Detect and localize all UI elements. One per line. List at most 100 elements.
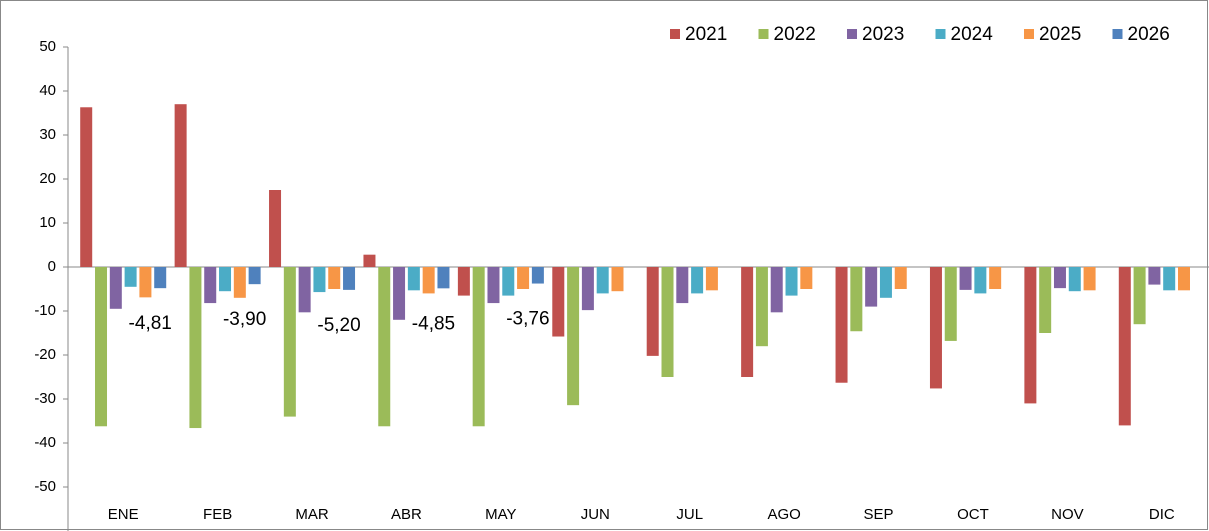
legend-swatch (847, 29, 857, 39)
legend-label: 2025 (1039, 24, 1081, 45)
bar (1163, 267, 1176, 291)
bar (531, 267, 544, 284)
bar (1083, 267, 1096, 291)
bar (785, 267, 798, 296)
bar (204, 267, 217, 304)
data-label: -4,85 (412, 313, 455, 334)
bar (661, 267, 674, 377)
bar (1118, 267, 1131, 426)
legend-swatch (670, 29, 680, 39)
bar (363, 254, 376, 267)
y-tick-label: 0 (48, 258, 56, 275)
legend-swatch (758, 29, 769, 39)
legend-swatch (935, 29, 946, 39)
legend-swatch (1024, 29, 1034, 39)
bar (800, 267, 813, 289)
y-tick-label: -20 (34, 346, 56, 363)
bar (835, 267, 848, 383)
data-label: -3,90 (223, 309, 266, 330)
bar (850, 267, 863, 332)
data-label: -4,81 (129, 313, 172, 334)
y-tick-label: -50 (34, 478, 56, 495)
bar (487, 267, 500, 304)
bar (691, 267, 704, 294)
bar (378, 267, 391, 427)
legend-swatch (1112, 29, 1123, 39)
data-label: -3,76 (506, 309, 549, 330)
data-label: -5,20 (317, 315, 360, 336)
x-tick-label: OCT (957, 506, 989, 523)
x-tick-label: JUL (676, 506, 703, 523)
bar (124, 267, 137, 287)
bar (109, 267, 122, 309)
bar (422, 267, 435, 294)
bar (676, 267, 689, 304)
x-tick-label: ABR (391, 506, 422, 523)
legend-label: 2023 (862, 24, 904, 45)
x-tick-label: FEB (203, 506, 232, 523)
bar (472, 267, 485, 427)
bar (974, 267, 987, 294)
y-tick-label: 30 (39, 126, 56, 143)
bar (393, 267, 406, 320)
bar (269, 190, 282, 267)
x-tick-label: NOV (1051, 506, 1084, 523)
x-tick-label: ENE (108, 506, 139, 523)
bar (1053, 267, 1066, 289)
bar (865, 267, 878, 307)
bar (611, 267, 624, 292)
legend-label: 2021 (685, 24, 727, 45)
bar (407, 267, 420, 291)
bar (283, 267, 296, 417)
bar (1177, 267, 1190, 291)
bar (174, 104, 187, 267)
bar (944, 267, 957, 341)
y-tick-label: -30 (34, 390, 56, 407)
bar (248, 267, 261, 285)
bar (139, 267, 152, 298)
bar (1133, 267, 1146, 325)
bar (770, 267, 783, 313)
bar (596, 267, 609, 294)
bar (929, 267, 942, 389)
x-tick-label: MAR (295, 506, 329, 523)
bar (437, 267, 450, 289)
y-tick-label: 50 (39, 38, 56, 55)
x-tick-label: SEP (864, 506, 894, 523)
x-tick-label: DIC (1149, 506, 1175, 523)
bar (80, 107, 93, 267)
bar (233, 267, 246, 298)
legend-label: 2024 (951, 24, 994, 45)
bar (581, 267, 594, 311)
x-tick-label: AGO (767, 506, 800, 523)
bar (189, 267, 202, 429)
bar (989, 267, 1002, 289)
bar (1068, 267, 1081, 292)
y-tick-label: -40 (34, 434, 56, 451)
bar (313, 267, 326, 293)
bar (502, 267, 515, 296)
bar (219, 267, 232, 292)
y-tick-label: 10 (39, 214, 56, 231)
bar (154, 267, 167, 289)
bar (894, 267, 907, 289)
bar (1039, 267, 1052, 333)
bar (343, 267, 356, 290)
bar (457, 267, 470, 296)
x-tick-label: MAY (485, 506, 516, 523)
bar (646, 267, 659, 356)
bar (755, 267, 768, 347)
x-tick-label: JUN (581, 506, 610, 523)
bar (95, 267, 108, 427)
bar (959, 267, 972, 290)
y-tick-label: -10 (34, 302, 56, 319)
legend-label: 2022 (774, 24, 816, 45)
bar (1024, 267, 1037, 404)
bar (328, 267, 341, 289)
bar (1148, 267, 1161, 285)
bar (879, 267, 892, 298)
bar (552, 267, 565, 337)
legend-label: 2026 (1128, 24, 1170, 45)
